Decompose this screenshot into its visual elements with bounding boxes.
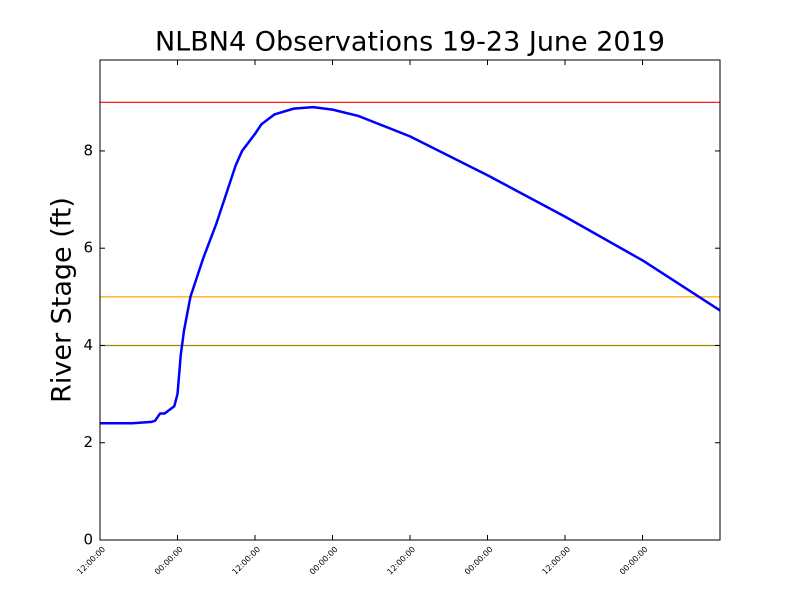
data-line [100,105,721,425]
y-tick-label: 8 [83,141,93,159]
plot-frame [99,59,721,541]
y-axis-label: River Stage (ft) [47,197,78,403]
y-tick-label: 4 [83,336,93,354]
chart-title: NLBN4 Observations 19-23 June 2019 [155,27,665,58]
y-tick-label: 2 [83,433,93,451]
y-tick-label: 6 [83,239,93,257]
y-tick-label: 0 [83,531,93,549]
